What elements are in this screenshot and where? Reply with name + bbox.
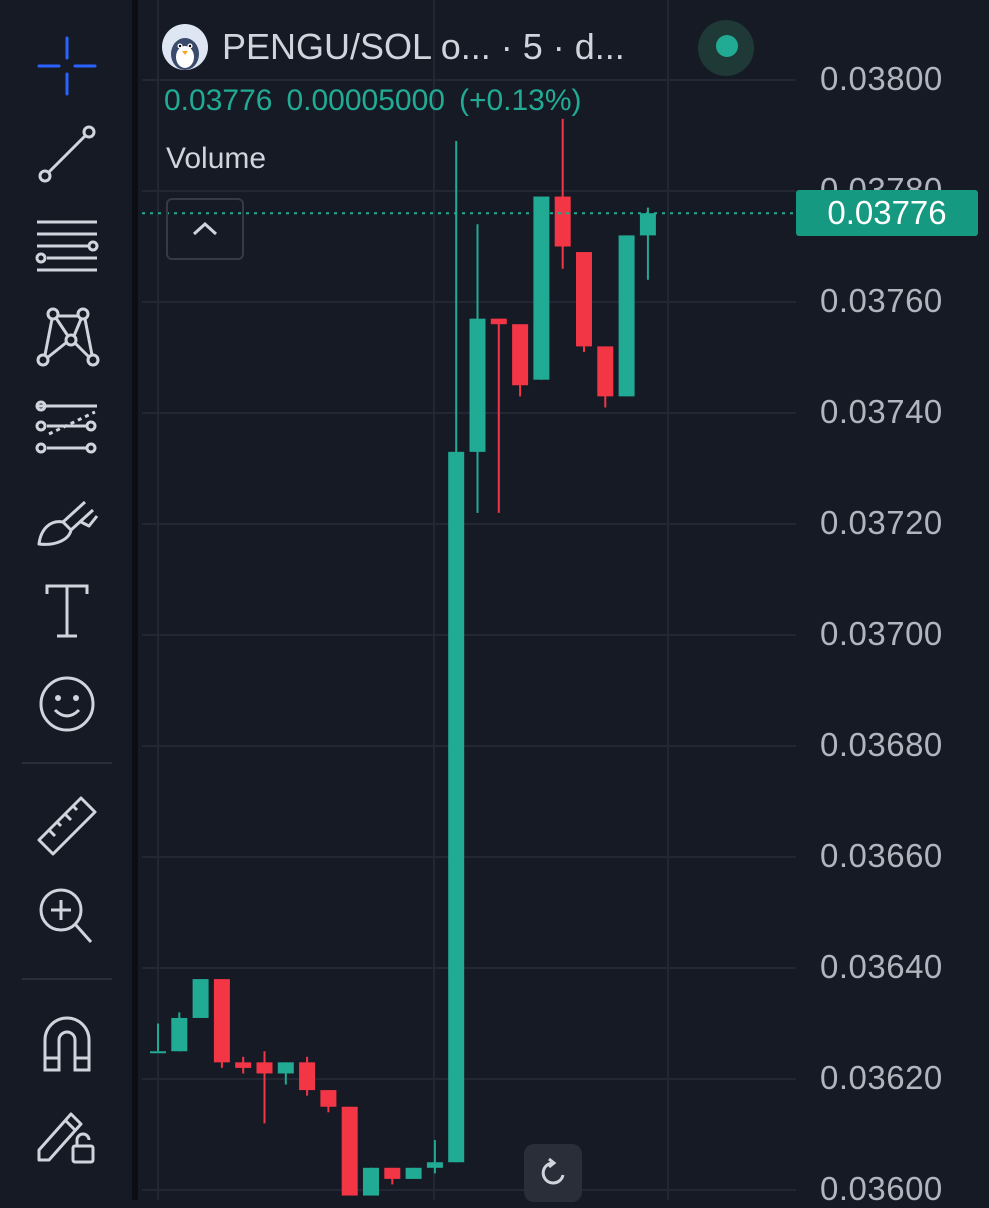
candle-body (576, 252, 592, 347)
lock-drawings-icon[interactable] (22, 1094, 112, 1174)
pengu-logo-icon (162, 24, 208, 70)
candle (405, 1167, 422, 1179)
candle (597, 346, 614, 408)
price-change: 0.00005000 (286, 84, 445, 117)
price-tick-label: 0.03620 (820, 1059, 943, 1096)
candle-body (235, 1062, 252, 1068)
candle (533, 196, 550, 380)
last-price: 0.03776 (164, 84, 273, 117)
candle (490, 318, 507, 513)
pattern-icon[interactable] (22, 296, 112, 376)
candle (469, 224, 486, 513)
price-tick-label: 0.03640 (820, 948, 943, 985)
candle (384, 1167, 401, 1185)
candle-body (299, 1062, 316, 1091)
fib-retracement-icon[interactable] (22, 204, 112, 284)
volume-indicator-label[interactable]: Volume (166, 142, 267, 175)
candle-body (384, 1167, 401, 1179)
candle (363, 1167, 379, 1196)
candle (192, 979, 209, 1018)
text-icon[interactable] (22, 570, 112, 650)
toolbar-divider (22, 978, 112, 980)
price-tick-label: 0.03600 (820, 1170, 943, 1207)
candle-body (490, 318, 507, 325)
candle-body (639, 213, 656, 236)
candle (341, 1106, 358, 1196)
candle (213, 979, 230, 1068)
candle (299, 1056, 316, 1096)
market-open-dot-icon (716, 35, 738, 57)
chevron-up-icon (192, 221, 218, 236)
toolbar-divider (22, 762, 112, 764)
candle-body (512, 324, 529, 386)
ruler-icon[interactable] (22, 786, 112, 866)
price-tick-label: 0.03660 (820, 837, 943, 874)
candle-body (533, 196, 550, 380)
candle (618, 235, 635, 397)
price-tick-label: 0.03800 (820, 60, 943, 97)
candle (426, 1140, 443, 1174)
candle-body (320, 1090, 337, 1107)
crosshair-icon[interactable] (22, 26, 112, 106)
candle (171, 1012, 188, 1052)
candle-body (341, 1106, 358, 1196)
candle-body (256, 1062, 273, 1074)
candle-body (597, 346, 614, 397)
prediction-icon[interactable] (22, 388, 112, 468)
brush-icon[interactable] (22, 480, 112, 560)
candle (277, 1062, 294, 1085)
ohlc-values: 0.03776 0.00005000 (+0.13%) (164, 84, 596, 118)
collapse-legend-button[interactable] (166, 198, 244, 260)
candle-body (171, 1017, 188, 1052)
emoji-icon[interactable] (22, 664, 112, 744)
reset-icon (541, 1157, 565, 1185)
candlestick-chart[interactable] (142, 0, 989, 1200)
candle (235, 1056, 252, 1074)
current-price-label: 0.03776 (796, 190, 978, 237)
candle-body (150, 1051, 166, 1054)
candle (320, 1090, 337, 1113)
candle-body (448, 451, 465, 1163)
price-tick-label: 0.03740 (820, 393, 943, 430)
trend-line-icon[interactable] (22, 114, 112, 194)
candle-body (192, 979, 209, 1018)
price-tick-label: 0.03680 (820, 726, 943, 763)
candle-body (363, 1167, 379, 1196)
price-tick-label: 0.03700 (820, 615, 943, 652)
chart-grid (142, 0, 796, 1200)
candle (639, 207, 656, 280)
candles (150, 118, 656, 1196)
reset-chart-button[interactable] (524, 1144, 582, 1202)
symbol-title[interactable]: PENGU/SOL o... · 5 · d... (222, 26, 625, 67)
candle (554, 118, 571, 269)
candle-body (618, 235, 635, 397)
price-change-pct: (+0.13%) (458, 84, 582, 117)
candle (448, 141, 465, 1163)
candle (150, 1023, 166, 1054)
candle-body (213, 979, 230, 1063)
price-tick-label: 0.03760 (820, 282, 943, 319)
zoom-in-icon[interactable] (22, 876, 112, 956)
candle-body (554, 196, 571, 247)
drawing-toolbar (0, 0, 138, 1200)
magnet-icon[interactable] (22, 1002, 112, 1082)
candle-body (469, 318, 486, 452)
candle (512, 324, 529, 397)
candle-body (405, 1167, 422, 1179)
candle (576, 252, 592, 352)
candle-body (277, 1062, 294, 1074)
candle-body (426, 1162, 443, 1168)
chart-area[interactable]: PENGU/SOL o... · 5 · d... 0.03776 0.00005… (142, 0, 989, 1207)
price-tick-label: 0.03720 (820, 504, 943, 541)
candle (256, 1051, 273, 1124)
